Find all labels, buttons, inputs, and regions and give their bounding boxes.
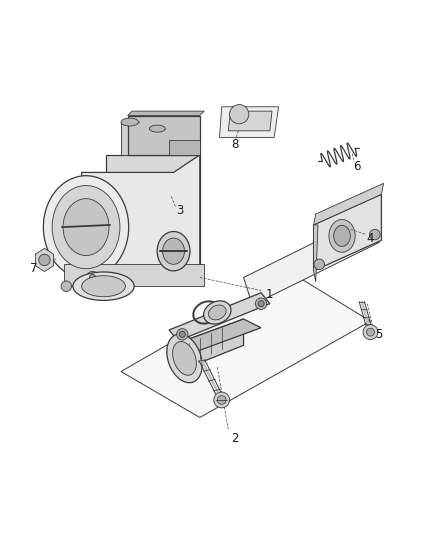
Polygon shape xyxy=(177,319,243,372)
Circle shape xyxy=(366,328,374,336)
Circle shape xyxy=(255,298,266,309)
Ellipse shape xyxy=(203,301,230,324)
Circle shape xyxy=(217,395,226,405)
Polygon shape xyxy=(121,273,370,417)
Ellipse shape xyxy=(166,334,201,383)
Ellipse shape xyxy=(121,118,138,126)
Ellipse shape xyxy=(157,231,190,271)
Polygon shape xyxy=(177,319,261,352)
Circle shape xyxy=(61,281,71,292)
Text: 8: 8 xyxy=(230,139,238,151)
Ellipse shape xyxy=(149,125,165,132)
Circle shape xyxy=(258,301,264,307)
Ellipse shape xyxy=(81,276,125,297)
Ellipse shape xyxy=(73,272,134,301)
Text: 2: 2 xyxy=(230,432,238,445)
Polygon shape xyxy=(127,111,204,116)
Polygon shape xyxy=(106,155,199,264)
Circle shape xyxy=(313,259,324,270)
Polygon shape xyxy=(313,183,383,225)
Circle shape xyxy=(39,254,50,265)
Polygon shape xyxy=(81,155,199,282)
Polygon shape xyxy=(157,128,165,155)
Ellipse shape xyxy=(333,225,350,246)
Polygon shape xyxy=(169,293,269,341)
Text: 7: 7 xyxy=(30,262,37,275)
Circle shape xyxy=(176,329,187,340)
Polygon shape xyxy=(127,116,199,155)
Circle shape xyxy=(179,332,185,337)
Ellipse shape xyxy=(52,185,120,269)
Polygon shape xyxy=(169,140,199,155)
Polygon shape xyxy=(313,225,317,282)
Ellipse shape xyxy=(328,220,354,252)
Text: 6: 6 xyxy=(353,160,360,173)
Polygon shape xyxy=(121,122,130,155)
Text: 5: 5 xyxy=(374,328,382,341)
Polygon shape xyxy=(35,248,53,271)
Ellipse shape xyxy=(43,176,128,279)
Ellipse shape xyxy=(63,199,109,255)
Ellipse shape xyxy=(162,238,184,264)
Polygon shape xyxy=(243,215,378,305)
Text: 3: 3 xyxy=(176,204,184,217)
Text: 4: 4 xyxy=(366,231,373,245)
Polygon shape xyxy=(130,122,138,155)
Ellipse shape xyxy=(172,342,196,375)
Ellipse shape xyxy=(208,305,226,320)
Polygon shape xyxy=(219,107,278,138)
Polygon shape xyxy=(149,128,157,155)
Circle shape xyxy=(86,271,99,284)
Polygon shape xyxy=(313,195,381,271)
Polygon shape xyxy=(228,111,272,131)
Polygon shape xyxy=(64,264,204,286)
Circle shape xyxy=(362,325,377,340)
Circle shape xyxy=(369,229,379,240)
Circle shape xyxy=(229,104,248,124)
Circle shape xyxy=(89,274,95,280)
Text: 1: 1 xyxy=(265,288,273,302)
Circle shape xyxy=(213,392,229,408)
